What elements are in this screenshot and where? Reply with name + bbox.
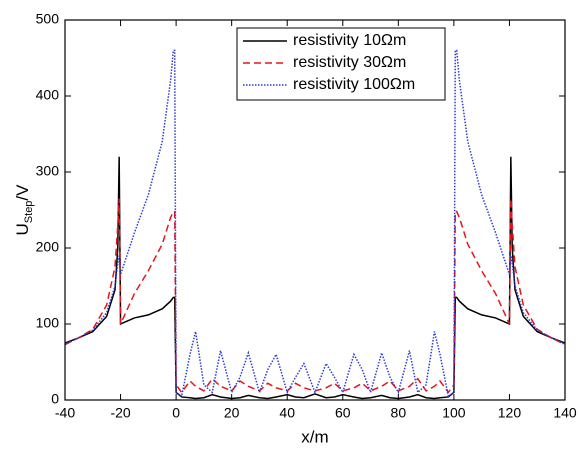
y-tick-label: 400 [36,87,60,103]
x-tick-label: 60 [335,405,351,421]
series-line [65,156,565,400]
y-tick-label: 0 [51,391,59,407]
plot-frame [64,19,566,401]
x-tick-label: 140 [553,405,577,421]
x-tick-label: 100 [442,405,466,421]
x-tick-label: 0 [172,405,180,421]
y-axis-title-main: U [13,223,32,235]
y-axis-title-unit: /V [13,184,32,201]
y-tick-label: 100 [36,315,60,331]
x-tick-label: -40 [55,405,75,421]
x-axis-title: x/m [301,427,328,446]
legend-text: resistivity 30Ωm [293,54,406,71]
y-axis-title: UStep/V [13,184,34,236]
legend-box [236,27,446,101]
y-axis-title-sub: Step [23,201,35,224]
x-tick-label: 80 [391,405,407,421]
y-tick-label: 500 [36,11,60,27]
legend-text: resistivity 10Ωm [293,32,406,49]
y-tick-label: 300 [36,163,60,179]
x-tick-label: 20 [224,405,240,421]
series-line [65,49,565,398]
x-tick-label: -20 [110,405,130,421]
y-tick-label: 200 [36,239,60,255]
x-tick-label: 40 [279,405,295,421]
x-tick-label: 120 [498,405,522,421]
series-line [65,198,565,394]
legend-text: resistivity 100Ωm [293,76,415,93]
